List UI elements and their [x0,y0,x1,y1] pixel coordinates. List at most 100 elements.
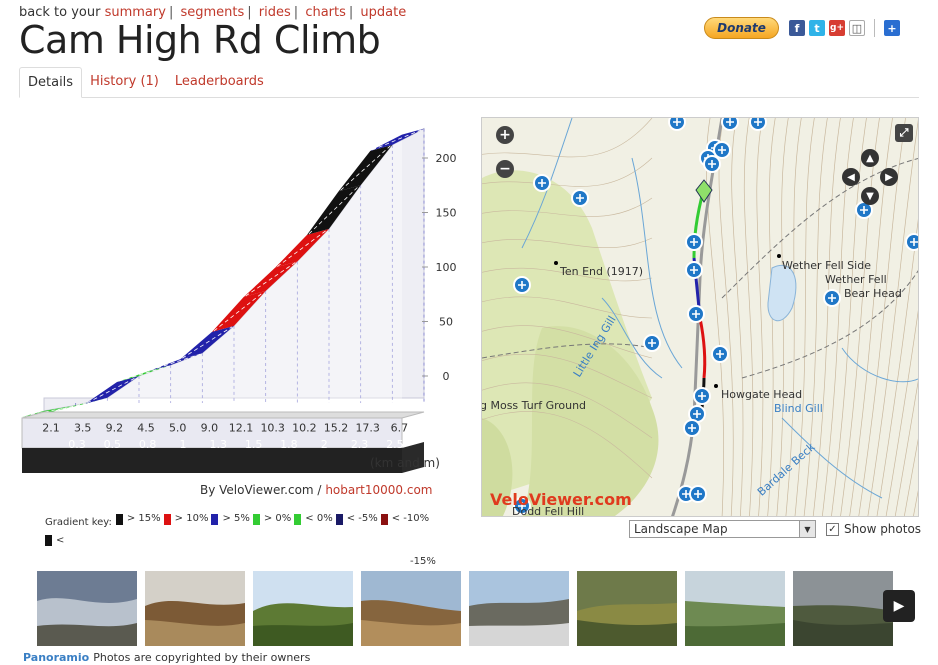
photo-thumbnail[interactable] [37,571,137,646]
photo-marker-cross [860,206,868,214]
y-tick-label: 150 [436,207,457,220]
photo-thumbnail[interactable] [577,571,677,646]
show-photos-checkbox[interactable]: ✓ [826,522,839,536]
nav-link-segments[interactable]: segments [180,5,245,20]
credit-link[interactable]: hobart10000.com [325,483,433,497]
nav-prefix: back to your [19,5,101,20]
photo-thumbnail[interactable] [145,571,245,646]
pan-down-icon[interactable]: ▼ [861,187,879,205]
gradient-key-text: > 10% [174,513,209,524]
map-contour [482,353,653,399]
photo-marker-cross [538,179,546,187]
photo-marker-cross [682,490,690,498]
photo-marker-cross [694,490,702,498]
photo-marker-cross [648,339,656,347]
photo-marker-cross [688,424,696,432]
map-contour [858,118,906,516]
next-photos-button[interactable]: ▶ [883,590,915,622]
pan-left-icon[interactable]: ◀ [842,168,860,186]
twitter-icon[interactable]: t [809,20,825,36]
tab-leaderboards[interactable]: Leaderboards [174,74,264,89]
tab-details[interactable]: Details [19,67,83,98]
map-contour [849,118,893,516]
map-contour [705,118,724,516]
facebook-icon[interactable]: f [789,20,805,36]
nav-link-rides[interactable]: rides [258,5,291,20]
nav-link-charts[interactable]: charts [305,5,346,20]
gradient-label: 2.1 [42,422,60,435]
gradient-label: 10.3 [260,422,285,435]
addthis-icon[interactable]: + [884,20,900,36]
photo-thumbnail[interactable] [685,571,785,646]
gradient-key-text: < -10% [391,513,430,524]
y-tick-label: 50 [439,316,453,329]
map-contour [482,325,653,359]
photo-marker-cross [718,146,726,154]
map-contour [913,489,918,516]
map-label-dodd-fell-hill: Dodd Fell Hill [512,505,585,517]
route-segment [698,317,707,379]
distance-label: 0.5 [104,438,122,451]
donate-button[interactable]: Donate [704,17,779,39]
gradient-key-text: > 5% [222,513,250,524]
photo-thumbnail[interactable] [793,571,893,646]
profile-segment-centerline [87,376,138,404]
photo-thumbnail[interactable] [253,571,353,646]
gradient-key-item: < 0% [294,510,333,528]
gradient-label: 17.3 [355,422,380,435]
nav-link-summary[interactable]: summary [104,5,166,20]
photo-thumbnail[interactable] [469,571,569,646]
photo-marker-cross [726,118,734,126]
profile-base-front [22,448,402,473]
zoom-out-button[interactable]: − [496,160,514,178]
pan-up-icon[interactable]: ▲ [861,149,879,167]
tab-history[interactable]: History (1) [90,74,159,89]
distance-label: 1 [179,438,186,451]
gradient-label: 3.5 [74,422,92,435]
route-map[interactable]: + − ⤢ ▲ ◀ ▶ ▼ Ten End (1917) Wether Fell… [481,117,919,517]
profile-segment-centerline [55,398,106,411]
photo-marker-cross [576,194,584,202]
map-contour [482,237,653,249]
gradient-key-swatch [163,513,171,525]
photo-thumbnail[interactable] [361,571,461,646]
gradient-key-item: > 10% [163,510,209,528]
gradient-key-swatch [380,513,388,525]
map-type-select[interactable]: Landscape Map ▼ [629,520,816,538]
y-tick-label: 0 [443,370,450,383]
axis-units-label: (km and m) [370,456,440,470]
gradient-key-label: Gradient key: [45,516,112,528]
share-bar: Donate f t g+ ◫ + [704,17,900,39]
google-plus-icon[interactable]: g+ [829,20,845,36]
zoom-in-button[interactable]: + [496,126,514,144]
show-photos-toggle[interactable]: ✓ Show photos [826,522,921,536]
digg-icon[interactable]: ◫ [849,20,865,36]
gradient-key-item: < -5% [335,510,378,528]
distance-label: 2 [321,438,328,451]
photo-marker-cross [692,310,700,318]
distance-label: 1.5 [245,438,263,451]
fullscreen-icon[interactable]: ⤢ [895,124,913,142]
map-contour [885,310,918,516]
nav-link-update[interactable]: update [360,5,407,20]
map-contour [718,118,734,516]
photo-marker-cross [518,281,526,289]
map-label-bear-head: Bear Head [844,287,902,300]
map-contour [812,118,841,516]
pan-right-icon[interactable]: ▶ [880,168,898,186]
photo-marker-cross [716,350,724,358]
map-contour [482,411,653,479]
photo-marker-cross [518,502,526,510]
map-contour [743,118,754,516]
profile-segment [117,365,171,382]
map-stream [631,157,683,369]
distance-label: 2.3 [351,438,369,451]
gradient-label: 15.2 [324,422,349,435]
gradient-key-item: > 15% [115,510,161,528]
map-stream [601,297,663,379]
photo-credit: Panoramio Photos are copyrighted by their… [23,651,310,664]
credit-prefix: By VeloViewer.com / [200,483,322,497]
map-path [741,270,918,379]
map-contour [482,382,653,439]
gradient-key-item: < -10% [380,510,430,528]
